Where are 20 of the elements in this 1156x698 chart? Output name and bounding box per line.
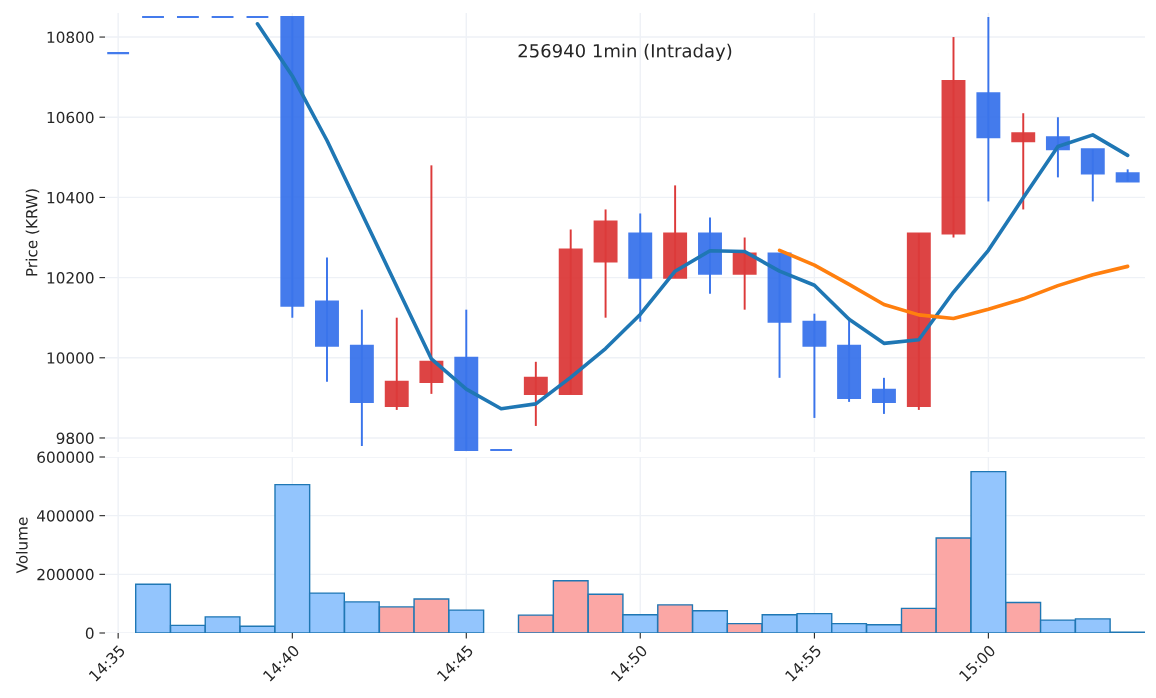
candlestick — [1011, 112, 1036, 211]
y-tick-label: 10600 — [47, 111, 94, 124]
candlestick — [523, 360, 548, 427]
y-tick-label: 10400 — [47, 191, 94, 204]
y-tick-label: 10800 — [47, 31, 94, 44]
y-axis-title: Volume — [15, 517, 28, 574]
candlestick — [732, 236, 757, 311]
y-tick-label: 10000 — [47, 352, 94, 364]
line-series — [255, 22, 1130, 411]
y-tick-label: 9800 — [56, 432, 94, 444]
text: 256940 1min (Intraday) — [518, 43, 732, 62]
y-tick-label: 0 — [85, 627, 94, 640]
y-tick-label: 10200 — [47, 272, 94, 284]
candlestick — [419, 164, 444, 395]
line-series — [777, 248, 1130, 321]
y-axis-title: Price (KRW) — [25, 189, 40, 276]
y-tick-label: 200000 — [37, 568, 94, 581]
y-tick-label: 400000 — [37, 510, 94, 522]
candlestick — [872, 376, 896, 415]
y-tick-label: 600000 — [37, 451, 94, 464]
